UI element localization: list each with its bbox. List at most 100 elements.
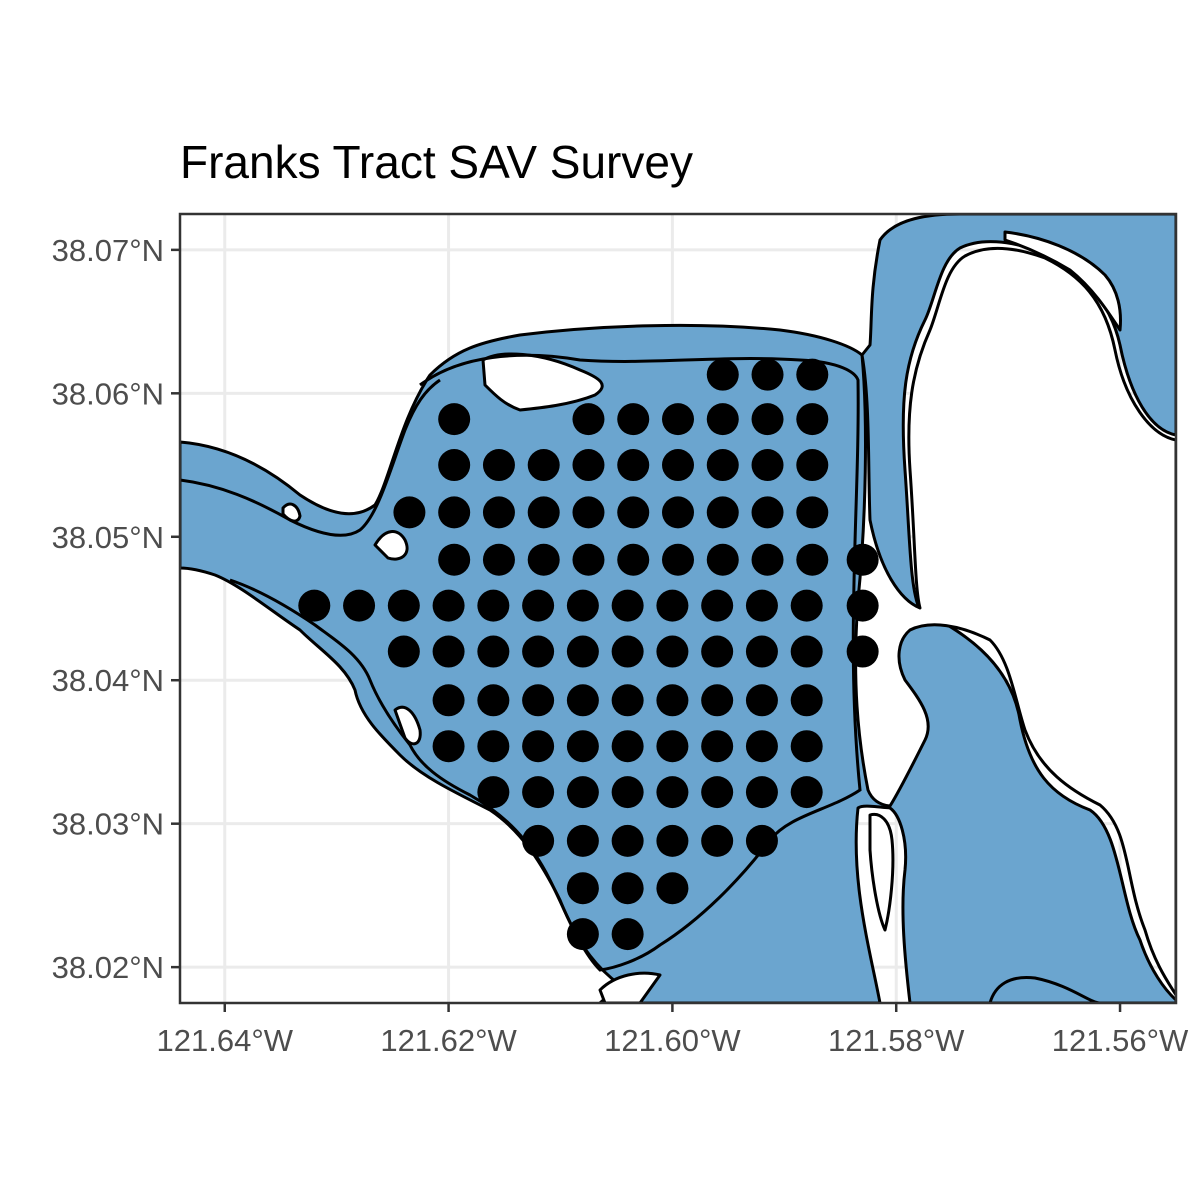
survey-point-7-3 [566, 684, 599, 717]
survey-point-4-2 [527, 543, 560, 576]
survey-point-5-9 [701, 589, 734, 622]
survey-point-0-2 [796, 358, 829, 391]
survey-point-3-8 [751, 496, 784, 529]
survey-point-6-9 [790, 635, 823, 668]
survey-point-10-0 [522, 824, 555, 857]
east-land-island [854, 246, 1176, 997]
survey-point-11-0 [566, 872, 599, 905]
survey-point-2-4 [617, 449, 650, 482]
survey-point-4-0 [438, 543, 471, 576]
survey-point-5-1 [343, 589, 376, 622]
survey-point-9-0 [477, 776, 510, 809]
y-tick-label-1: 38.03°N [52, 807, 164, 842]
survey-point-2-3 [572, 449, 605, 482]
survey-point-4-5 [662, 543, 694, 576]
survey-point-3-1 [438, 496, 471, 529]
survey-point-1-0 [438, 403, 471, 436]
survey-point-10-5 [745, 824, 778, 857]
channel-inner-line [180, 378, 441, 537]
survey-point-0-0 [706, 358, 739, 391]
survey-point-8-7 [745, 730, 778, 763]
survey-point-7-0 [432, 684, 465, 717]
survey-point-12-0 [566, 918, 599, 951]
survey-point-3-4 [572, 496, 605, 529]
survey-point-2-8 [796, 449, 829, 482]
x-tick-label-4: 121.56°W [1052, 1023, 1189, 1058]
survey-point-1-3 [662, 403, 694, 436]
survey-point-2-1 [482, 449, 515, 482]
survey-point-7-1 [477, 684, 510, 717]
survey-point-6-5 [611, 635, 644, 668]
survey-point-2-2 [527, 449, 560, 482]
chart-title: Franks Tract SAV Survey [180, 136, 693, 188]
y-tick-label-0: 38.02°N [52, 950, 164, 985]
panel-border [178, 212, 1178, 1005]
survey-point-11-1 [611, 872, 644, 905]
survey-point-9-1 [522, 776, 555, 809]
survey-point-9-3 [611, 776, 644, 809]
survey-point-3-2 [482, 496, 515, 529]
west-island [373, 530, 409, 561]
survey-point-5-11 [790, 589, 823, 622]
survey-point-5-5 [522, 589, 555, 622]
survey-point-7-8 [790, 684, 823, 717]
survey-point-6-6 [656, 635, 689, 668]
survey-point-6-0 [387, 635, 420, 668]
survey-point-8-1 [477, 730, 510, 763]
survey-point-7-2 [522, 684, 555, 717]
survey-point-7-7 [745, 684, 778, 717]
survey-point-3-7 [706, 496, 739, 529]
survey-point-8-0 [432, 730, 465, 763]
survey-point-2-7 [751, 449, 784, 482]
survey-point-7-4 [611, 684, 644, 717]
survey-point-4-8 [796, 543, 829, 576]
survey-points [298, 358, 879, 951]
y-tick-label-4: 38.06°N [52, 376, 164, 411]
survey-point-9-5 [701, 776, 734, 809]
survey-point-10-1 [566, 824, 599, 857]
survey-point-4-7 [751, 543, 784, 576]
survey-point-1-6 [796, 403, 829, 436]
survey-point-5-6 [566, 589, 599, 622]
survey-point-3-3 [527, 496, 560, 529]
survey-point-8-4 [611, 730, 644, 763]
survey-point-9-2 [566, 776, 599, 809]
survey-point-0-1 [751, 358, 784, 391]
tract-levee-line [229, 353, 862, 972]
survey-point-11-2 [656, 872, 689, 905]
survey-point-10-2 [611, 824, 644, 857]
y-tick-label-5: 38.07°N [52, 233, 164, 268]
survey-point-10-3 [656, 824, 689, 857]
survey-point-6-8 [745, 635, 778, 668]
survey-point-5-8 [656, 589, 689, 622]
survey-point-4-1 [482, 543, 515, 576]
survey-point-3-6 [662, 496, 694, 529]
survey-point-4-3 [572, 543, 605, 576]
survey-point-3-0 [393, 496, 426, 529]
survey-point-1-4 [706, 403, 739, 436]
survey-point-8-2 [522, 730, 555, 763]
y-tick-label-3: 38.05°N [52, 520, 164, 555]
survey-point-7-6 [701, 684, 734, 717]
survey-point-1-5 [751, 403, 784, 436]
survey-point-3-5 [617, 496, 650, 529]
survey-point-12-1 [611, 918, 644, 951]
survey-point-9-7 [790, 776, 823, 809]
survey-point-5-0 [298, 589, 331, 622]
survey-point-5-2 [387, 589, 420, 622]
survey-point-5-12 [846, 589, 879, 622]
northeast-channel-island [1003, 230, 1122, 332]
survey-point-8-6 [701, 730, 734, 763]
survey-point-10-4 [701, 824, 734, 857]
survey-point-4-4 [617, 543, 650, 576]
south-channel-island [868, 812, 895, 932]
survey-point-9-6 [745, 776, 778, 809]
survey-point-5-4 [477, 589, 510, 622]
survey-point-6-10 [846, 635, 879, 668]
survey-point-3-9 [796, 496, 829, 529]
survey-point-2-0 [438, 449, 471, 482]
survey-point-1-1 [572, 403, 605, 436]
survey-point-6-2 [477, 635, 510, 668]
survey-point-5-10 [745, 589, 778, 622]
